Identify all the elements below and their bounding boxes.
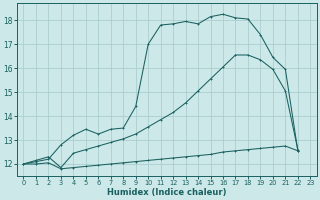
X-axis label: Humidex (Indice chaleur): Humidex (Indice chaleur) [107,188,227,197]
